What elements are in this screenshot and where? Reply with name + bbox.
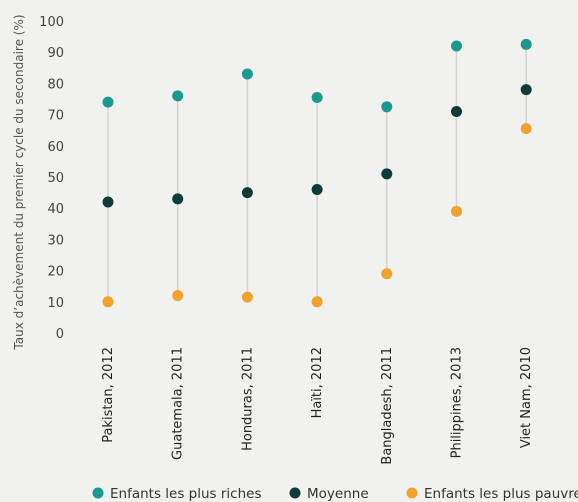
point-moyenne xyxy=(451,105,462,117)
x-tick-label: Bangladesh, 2011 xyxy=(380,347,395,465)
range-lines xyxy=(107,44,527,302)
point-enfants-les-plus-riches xyxy=(241,68,253,80)
point-moyenne xyxy=(520,84,532,96)
point-enfants-les-plus-riches xyxy=(520,38,532,50)
point-enfants-les-plus-pauvres xyxy=(451,205,462,217)
legend-label: Moyenne xyxy=(307,486,369,502)
y-axis-ticks: 0 10 20 30 40 50 60 70 80 90 100 xyxy=(39,15,64,342)
point-enfants-les-plus-pauvres xyxy=(172,290,184,302)
point-enfants-les-plus-riches xyxy=(172,90,184,102)
point-enfants-les-plus-pauvres xyxy=(381,268,393,280)
point-enfants-les-plus-pauvres xyxy=(311,296,323,308)
x-tick-label: Honduras, 2011 xyxy=(240,347,255,451)
y-tick-label: 50 xyxy=(47,171,64,186)
y-tick-label: 80 xyxy=(47,77,64,92)
y-tick-label: 30 xyxy=(47,233,64,248)
x-tick-label: Pakistan, 2012 xyxy=(101,347,116,443)
point-enfants-les-plus-riches xyxy=(381,101,393,113)
legend-marker-enfants-les-plus-riches xyxy=(92,487,104,499)
legend-label: Enfants les plus riches xyxy=(110,486,262,502)
legend: Enfants les plus riches Moyenne Enfants le… xyxy=(92,486,578,502)
point-moyenne xyxy=(102,196,114,208)
y-tick-label: 90 xyxy=(47,46,64,61)
point-enfants-les-plus-riches xyxy=(311,91,323,103)
point-enfants-les-plus-pauvres xyxy=(102,296,114,308)
point-moyenne xyxy=(311,183,323,195)
point-moyenne xyxy=(381,168,393,180)
y-tick-label: 100 xyxy=(39,15,64,30)
legend-label: Enfants les plus pauvres xyxy=(424,486,578,502)
point-enfants-les-plus-pauvres xyxy=(520,123,532,135)
y-tick-label: 60 xyxy=(47,140,64,155)
y-tick-label: 10 xyxy=(47,296,64,311)
y-axis-title: Taux d’achèvement du premier cycle du se… xyxy=(12,14,26,350)
x-tick-label: Haïti, 2012 xyxy=(310,347,325,418)
data-points xyxy=(102,38,532,308)
x-tick-label: Viet Nam, 2010 xyxy=(519,347,534,448)
x-axis-labels: Pakistan, 2012 Guatemala, 2011 Honduras, 2… xyxy=(101,347,534,465)
x-tick-label: Guatemala, 2011 xyxy=(171,347,186,460)
point-moyenne xyxy=(241,187,253,199)
legend-marker-moyenne xyxy=(289,487,301,499)
y-tick-label: 20 xyxy=(47,265,64,280)
point-enfants-les-plus-riches xyxy=(451,40,462,52)
point-moyenne xyxy=(172,193,184,205)
legend-marker-enfants-les-plus-pauvres xyxy=(406,487,418,499)
x-tick-label: Philippines, 2013 xyxy=(450,347,465,458)
y-tick-label: 70 xyxy=(47,109,64,124)
point-enfants-les-plus-pauvres xyxy=(241,291,253,303)
y-tick-label: 0 xyxy=(56,327,64,342)
point-enfants-les-plus-riches xyxy=(102,96,114,108)
y-tick-label: 40 xyxy=(47,202,64,217)
